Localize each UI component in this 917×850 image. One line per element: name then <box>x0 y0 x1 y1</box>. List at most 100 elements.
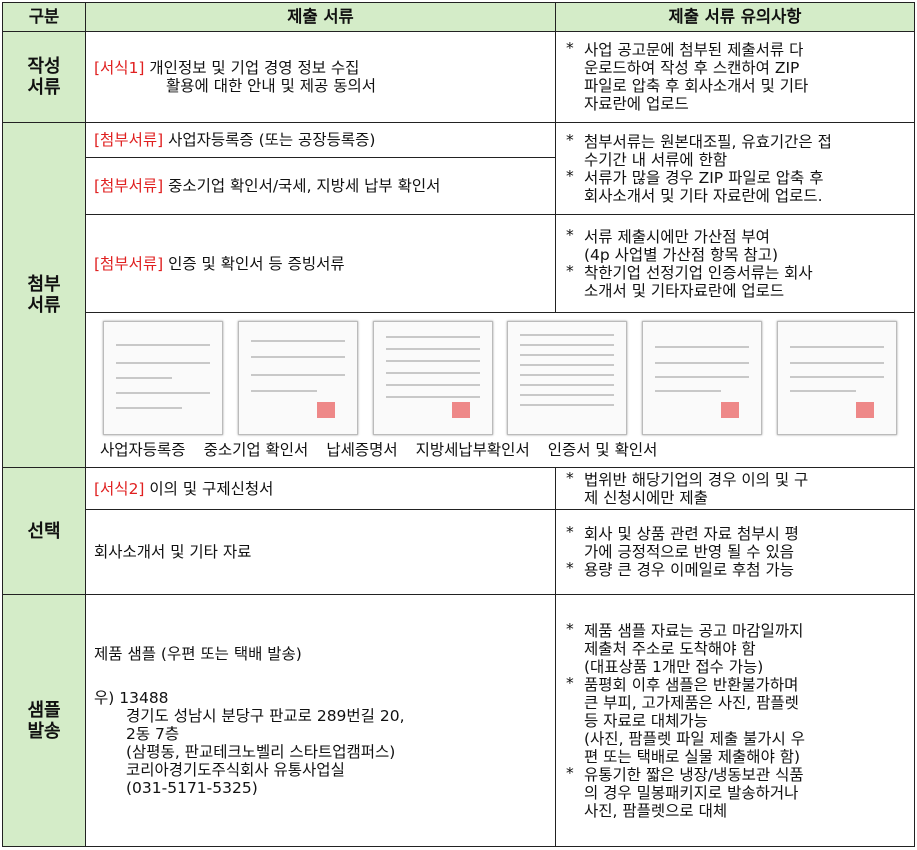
note-line: 제품 샘플 자료는 공고 마감일까지 <box>584 621 804 640</box>
captions: 사업자등록증 중소기업 확인서 납세증명서 지방세납부확인서 인증서 및 확인서 <box>86 435 914 463</box>
note-line: 서류 제출시에만 가산점 부여 <box>584 227 770 246</box>
note-line: 착한기업 선정기업 인증서류는 회사 <box>584 263 813 282</box>
doc-tag: [첨부서류] <box>94 177 164 195</box>
note-line: 가에 긍정적으로 반영 될 수 있음 <box>584 543 795 561</box>
doc-tag: [서식1] <box>94 59 145 77</box>
thumbnails <box>86 313 914 435</box>
doc-tag: [첨부서류] <box>94 254 164 273</box>
category-label: 발송 <box>27 720 61 742</box>
note-bullet: * <box>566 130 574 149</box>
note-line: 제 신청시에만 제출 <box>584 488 708 507</box>
note-line: 첨부서류는 원본대조필, 유효기간은 접 <box>584 132 832 151</box>
note-item: * 첨부서류는 원본대조필, 유효기간은 접 수기간 내 서류에 한함 <box>566 130 906 169</box>
doc-text: 회사소개서 및 기타 자료 <box>94 543 252 561</box>
doc-cell: [첨부서류] 인증 및 확인서 등 증빙서류 <box>85 214 556 313</box>
note-bullet: * <box>566 468 574 487</box>
doc-cell: 제품 샘플 (우편 또는 택배 발송) 우) 13488 경기도 성남시 분당구 판… <box>85 594 556 847</box>
header-cell: 제출 서류 유의사항 <box>555 2 915 32</box>
note-line: 품평회 이후 샘플은 반환불가하며 <box>584 675 799 694</box>
note-line: 회사소개서 및 기타 자료란에 업로드. <box>584 186 823 205</box>
doc-text: 활용에 대한 안내 및 제공 동의서 <box>166 77 377 95</box>
note-cell: * 회사 및 상품 관련 자료 첨부시 평 가에 긍정적으로 반영 될 수 있음 * 용… <box>555 509 915 595</box>
note-bullet: * <box>566 225 574 244</box>
category-label: 선택 <box>27 520 61 542</box>
note-item: * 사업 공고문에 첨부된 제출서류 다 운로드하여 작성 후 스캔하여 ZIP 파일… <box>566 39 906 113</box>
doc-line: [첨부서류] 사업자등록증 (또는 공장등록증) <box>94 131 547 149</box>
doc-cell: [서식1] 개인정보 및 기업 경영 정보 수집 활용에 대한 안내 및 제공 동… <box>85 31 556 123</box>
header-cell: 구분 <box>2 2 86 32</box>
note-bullet: * <box>566 673 574 692</box>
note-cell: * 제품 샘플 자료는 공고 마감일까지 제출처 주소로 도착해야 함 (대표상품 1… <box>555 594 915 847</box>
doc-text: 제품 샘플 (우편 또는 택배 발송) <box>94 644 302 663</box>
note-line: (대표상품 1개만 접수 가능) <box>584 657 764 676</box>
doc-thumbnail <box>372 321 493 435</box>
note-line: 자료란에 업로드 <box>584 95 689 113</box>
note-item: * 유통기한 짧은 냉장/냉동보관 식품 의 경우 밀봉패키지로 발송하거나 사진, … <box>566 764 906 820</box>
note-item: * 용량 큰 경우 이메일로 후첨 가능 <box>566 559 906 579</box>
doc-line: 우) 13488 <box>94 689 547 707</box>
note-line: 용량 큰 경우 이메일로 후첨 가능 <box>584 561 795 579</box>
header-cell: 제출 서류 <box>85 2 556 32</box>
doc-line: (삼평동, 판교테크노벨리 스타트업캠퍼스) <box>94 743 547 761</box>
doc-text: 경기도 성남시 분당구 판교로 289번길 20, <box>126 706 405 725</box>
doc-text: 이의 및 구제신청서 <box>149 479 274 498</box>
image-caption: 지방세납부확인서 <box>415 441 530 459</box>
note-line: 등 자료로 대체가능 <box>584 711 708 730</box>
category-label: 첨부 <box>27 274 61 295</box>
category-cell: 선택 <box>2 467 86 595</box>
note-line: 서류가 많을 경우 ZIP 파일로 압축 후 <box>584 168 824 187</box>
doc-line: 2동 7층 <box>94 725 547 743</box>
doc-thumbnail <box>507 321 628 435</box>
note-line: (사진, 팜플렛 파일 제출 불가시 우 <box>584 729 805 748</box>
doc-text: (031-5171-5325) <box>126 778 258 797</box>
note-line: 회사 및 상품 관련 자료 첨부시 평 <box>584 525 799 543</box>
note-bullet: * <box>566 261 574 280</box>
header-row: 구분 제출 서류 제출 서류 유의사항 <box>2 2 915 32</box>
doc-cell: [첨부서류] 중소기업 확인서/국세, 지방세 납부 확인서 <box>85 157 556 215</box>
doc-tag: [서식2] <box>94 479 145 498</box>
doc-line: [첨부서류] 인증 및 확인서 등 증빙서류 <box>94 255 547 273</box>
note-line: 파일로 압축 후 회사소개서 및 기타 <box>584 77 809 95</box>
note-line: 제출처 주소로 도착해야 함 <box>584 639 756 658</box>
doc-text: (삼평동, 판교테크노벨리 스타트업캠퍼스) <box>126 742 396 761</box>
doc-line: [서식2] 이의 및 구제신청서 <box>94 480 547 498</box>
image-caption: 사업자등록증 <box>100 441 186 459</box>
doc-text: 우) 13488 <box>94 688 169 707</box>
doc-line: 회사소개서 및 기타 자료 <box>94 543 547 561</box>
note-line: 사진, 팜플렛으로 대체 <box>584 801 728 820</box>
doc-text: 사업자등록증 (또는 공장등록증) <box>168 131 376 149</box>
note-bullet: * <box>566 523 574 541</box>
doc-cell: 회사소개서 및 기타 자료 <box>85 509 556 595</box>
category-label: 서류 <box>27 77 61 98</box>
image-caption: 인증서 및 확인서 <box>547 441 658 459</box>
note-bullet: * <box>566 166 574 185</box>
doc-thumbnail <box>103 321 224 435</box>
note-cell: * 사업 공고문에 첨부된 제출서류 다 운로드하여 작성 후 스캔하여 ZIP 파일… <box>555 31 915 123</box>
image-caption: 납세증명서 <box>326 441 398 459</box>
category-cell: 샘플 발송 <box>2 594 86 847</box>
category-label: 작성 <box>27 56 61 77</box>
doc-line: (031-5171-5325) <box>94 779 547 797</box>
note-line: 편 또는 택배로 실물 제출해야 함) <box>584 747 801 766</box>
note-cell: * 서류 제출시에만 가산점 부여 (4p 사업별 가산점 항목 참고) * 착한기업 … <box>555 214 915 313</box>
doc-cell: [서식2] 이의 및 구제신청서 <box>85 467 556 510</box>
category-cell: 작성 서류 <box>2 31 86 123</box>
note-line: 운로드하여 작성 후 스캔하여 ZIP <box>584 59 800 77</box>
note-bullet: * <box>566 619 574 638</box>
note-line: 큰 부피, 고가제품은 사진, 팜플렛 <box>584 693 799 712</box>
image-caption: 중소기업 확인서 <box>203 441 309 459</box>
doc-thumbnail <box>641 321 762 435</box>
note-line: 법위반 해당기업의 경우 이의 및 구 <box>584 470 809 489</box>
note-line: 사업 공고문에 첨부된 제출서류 다 <box>584 41 804 59</box>
category-label: 서류 <box>27 295 61 316</box>
doc-cell: [첨부서류] 사업자등록증 (또는 공장등록증) <box>85 122 556 158</box>
note-item: * 서류가 많을 경우 ZIP 파일로 압축 후 회사소개서 및 기타 자료란에 업… <box>566 166 906 205</box>
doc-text: 2동 7층 <box>126 724 180 743</box>
note-bullet: * <box>566 39 574 57</box>
doc-text: 코리아경기도주식회사 유통사업실 <box>126 760 345 779</box>
note-line: 소개서 및 기타자료란에 업로드 <box>584 281 785 300</box>
note-line: 의 경우 밀봉패키지로 발송하거나 <box>584 783 799 802</box>
